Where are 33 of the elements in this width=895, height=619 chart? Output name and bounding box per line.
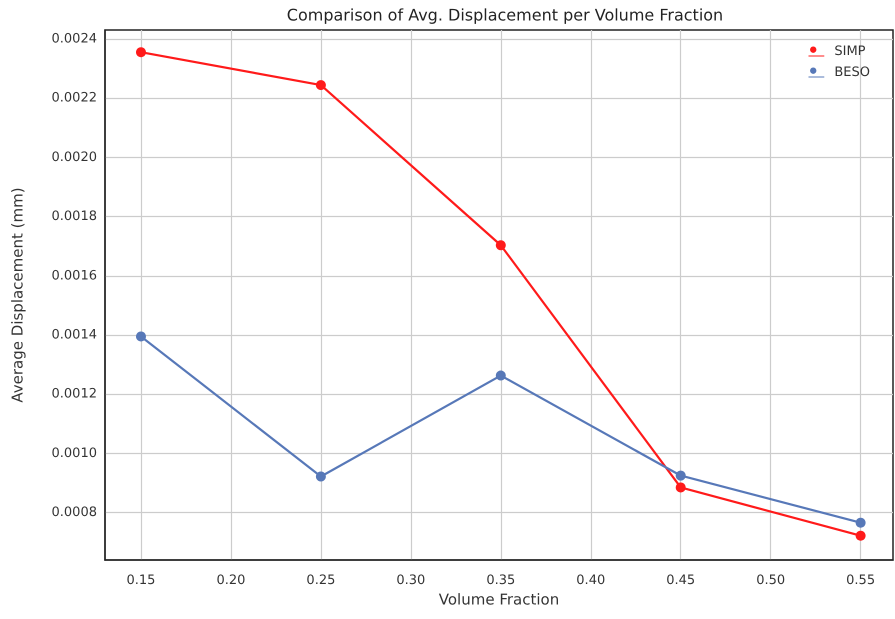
x-tick-label: 0.45	[666, 573, 696, 588]
point	[316, 80, 326, 90]
y-tick-label: 0.0008	[52, 505, 97, 520]
point	[856, 530, 866, 541]
x-tick-label: 0.25	[306, 573, 336, 588]
legend-label: SIMP	[834, 44, 866, 59]
y-tick-label: 0.0010	[52, 446, 97, 461]
point	[136, 331, 146, 342]
x-tick-label: 0.20	[216, 573, 246, 588]
point	[496, 240, 506, 250]
y-axis-title: Average Displacement (mm)	[8, 187, 26, 403]
point	[136, 47, 146, 58]
y-tick-label: 0.0014	[52, 327, 97, 342]
point	[316, 472, 326, 482]
y-tick-label: 0.0016	[52, 268, 97, 284]
point	[496, 370, 506, 381]
x-tick-label: 0.30	[396, 573, 426, 588]
point	[856, 518, 866, 528]
x-tick-label: 0.50	[756, 573, 786, 588]
x-tick-label: 0.35	[486, 573, 516, 588]
x-tick-label: 0.40	[576, 573, 606, 588]
y-tick-label: 0.0012	[52, 386, 97, 402]
y-tick-label: 0.0022	[52, 90, 97, 106]
point	[676, 482, 686, 492]
x-axis-title: Volume Fraction	[438, 590, 560, 608]
x-tick-label: 0.55	[846, 573, 876, 588]
y-tick-label: 0.0024	[52, 31, 97, 46]
x-tick-label: 0.15	[126, 573, 156, 588]
point	[676, 470, 686, 481]
chart-title: Comparison of Avg. Displacement per Volume Fraction	[286, 6, 724, 24]
y-tick-label: 0.0020	[52, 150, 97, 165]
y-tick-label: 0.0018	[52, 209, 97, 224]
legend-label: BESO	[834, 65, 870, 80]
